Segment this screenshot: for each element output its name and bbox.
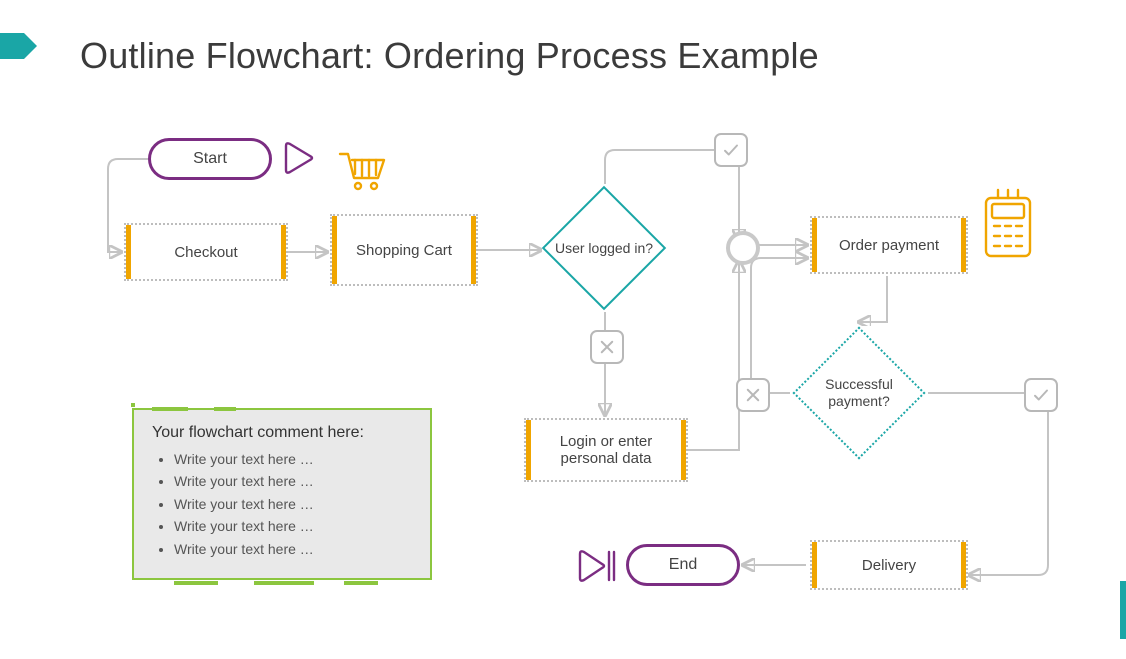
node-login: Login or enter personal data (524, 418, 688, 482)
node-label: Start (193, 150, 227, 168)
comment-item: Write your text here … (174, 470, 412, 492)
check-icon (1024, 378, 1058, 412)
slide: Outline Flowchart: Ordering Process Exam… (0, 0, 1126, 659)
comment-item: Write your text here … (174, 538, 412, 560)
node-start: Start (148, 138, 272, 180)
node-login_q: User logged in? (542, 186, 666, 310)
node-label: Successful payment? (799, 376, 920, 410)
comment-list: Write your text here …Write your text he… (152, 448, 412, 560)
cart-icon (338, 150, 388, 199)
node-label: Delivery (852, 557, 926, 574)
cross-icon (590, 330, 624, 364)
node-checkout: Checkout (124, 223, 288, 281)
comment-item: Write your text here … (174, 493, 412, 515)
play-icon (280, 140, 316, 181)
edge-pay-pay_q (860, 276, 887, 322)
comment-item: Write your text here … (174, 448, 412, 470)
end-icon (576, 548, 618, 589)
comment-item: Write your text here … (174, 515, 412, 537)
edge-login-junction (688, 262, 739, 450)
node-end: End (626, 544, 740, 586)
node-label: Order payment (829, 237, 949, 254)
node-label: User logged in? (555, 240, 653, 257)
accent-chevron (0, 33, 24, 59)
node-label: Login or enter personal data (526, 433, 686, 467)
flowchart-canvas: Start Checkout Shopping Cart User logged in… (0, 0, 1126, 659)
node-delivery: Delivery (810, 540, 968, 590)
junction-ring (726, 231, 760, 265)
card-terminal-icon (980, 188, 1036, 267)
accent-chevron-tip (24, 33, 37, 59)
comment-header: Your flowchart comment here: (152, 424, 412, 442)
comment-box: Your flowchart comment here: Write your t… (132, 408, 432, 580)
node-label: Shopping Cart (346, 242, 462, 259)
node-cart: Shopping Cart (330, 214, 478, 286)
node-label: Checkout (164, 244, 247, 261)
cross-icon (736, 378, 770, 412)
node-pay_q: Successful payment? (792, 326, 926, 460)
check-icon (714, 133, 748, 167)
node-label: End (669, 556, 697, 574)
node-pay: Order payment (810, 216, 968, 274)
